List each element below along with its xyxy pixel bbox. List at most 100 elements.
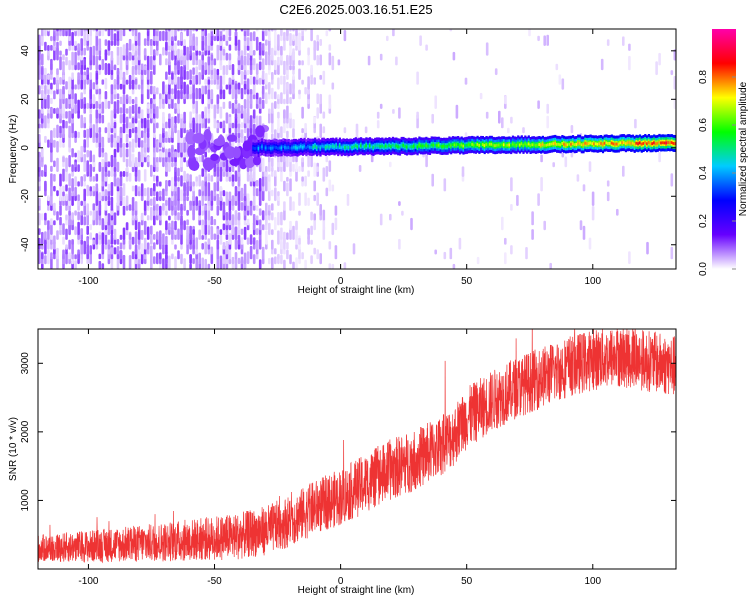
spectrogram-cell (379, 53, 383, 61)
spectrogram-signal-cell (453, 143, 456, 147)
spectrogram-cell (56, 141, 59, 153)
spectrogram-cell (261, 224, 265, 231)
spectrogram-cell (225, 112, 229, 124)
spectrogram-cell (277, 34, 280, 46)
spectrogram-cell (128, 106, 132, 119)
spectrogram-cell (240, 50, 244, 56)
spectrogram-signal-cell (324, 145, 327, 149)
spectrogram-cell (165, 131, 168, 139)
spectrogram-cell (56, 190, 59, 197)
spectrogram-cell (313, 218, 316, 231)
spectrogram-cell (198, 72, 201, 85)
spectrogram-cell (177, 40, 180, 46)
spectrogram-cell (77, 194, 80, 202)
spectrogram-cell (95, 183, 99, 192)
spectrogram-cell (165, 235, 168, 245)
spectrogram-cell (177, 117, 180, 124)
spectrogram-cell (153, 86, 156, 95)
spectrogram-cell (268, 180, 271, 192)
spectrogram-cell (128, 38, 132, 51)
spectrogram-cell (110, 134, 114, 143)
spectrogram-cell (510, 116, 513, 124)
spectrogram-cell (92, 94, 96, 105)
spectrogram-cell (68, 210, 71, 216)
spectrogram-cell (83, 216, 86, 226)
spectrogram-cell (186, 70, 189, 80)
spectrogram-cell (74, 40, 77, 46)
spectrogram-cell (243, 43, 247, 56)
spectrogram-cell (355, 123, 359, 134)
spectrogram-signal-cell (375, 144, 379, 148)
snr-y-axis-label: SNR (10 * v/v) (8, 417, 19, 481)
spectrogram-cell (261, 175, 265, 187)
spectrogram-cell (277, 111, 280, 119)
spectrogram-cell (277, 253, 280, 260)
spectrogram-cell (153, 174, 156, 182)
spectrogram-signal-cell (513, 143, 516, 147)
spectrogram-cell (153, 156, 156, 168)
spectrogram-cell (292, 128, 295, 139)
spectrogram-cell (307, 170, 310, 177)
spectrogram-cell (346, 193, 350, 206)
spectrogram-cell (325, 187, 329, 197)
spectrogram-cell (146, 55, 150, 71)
spectrogram-cell (328, 241, 332, 250)
spectrogram-cell (280, 126, 283, 139)
spectrogram-cell (331, 222, 335, 236)
spectrogram-cell (210, 29, 214, 32)
spectrogram-cell (558, 74, 562, 85)
spectrogram-cell (53, 90, 56, 100)
spectrogram-cell (101, 158, 105, 168)
spectrogram-signal-cell (381, 144, 384, 148)
spectrogram-cell (74, 186, 77, 197)
spectrogram-cell (62, 185, 65, 192)
spectrogram-cell (237, 123, 241, 129)
spectrogram-signal-cell (254, 147, 257, 150)
spectrogram-signal-cell (672, 142, 675, 145)
spectrogram-signal-cell (444, 144, 447, 148)
spectrogram-cell (77, 62, 80, 71)
spectrogram-signal-cell (365, 144, 368, 148)
spectrogram-cell (322, 70, 326, 85)
spectrogram-cell (186, 225, 189, 236)
spectrogram-cell (243, 108, 247, 119)
spectrogram-signal-cell (566, 143, 569, 147)
spectrogram-cell (65, 214, 68, 221)
spectrogram-cell (180, 151, 183, 158)
spectrogram-cell (153, 234, 156, 240)
spectrogram-cell (283, 209, 286, 221)
spectrogram-signal-cell (291, 146, 294, 150)
spectrogram-cell (153, 196, 156, 206)
spectrogram-cell (186, 196, 189, 202)
spectrogram-signal-cell (668, 141, 672, 145)
spectrogram-cell (38, 249, 41, 265)
spectrogram-cell (122, 143, 126, 158)
spectrogram-cell (286, 130, 289, 139)
spectrogram-cell (168, 113, 171, 119)
spectrogram-cell (113, 101, 117, 114)
spectrogram-cell (162, 157, 165, 168)
spectrogram-cell (213, 182, 217, 192)
spectrogram-cell (68, 125, 71, 139)
spectrogram-cell (146, 242, 150, 250)
spectrogram-cell (443, 251, 447, 260)
spectrogram-cell (150, 85, 153, 95)
spectrogram-cell (265, 72, 268, 85)
spectrogram-cell (119, 171, 123, 177)
spectrogram-cell (131, 251, 135, 260)
spectrogram-cell (104, 198, 108, 211)
spectrogram-cell (231, 174, 235, 182)
spectrogram-cell (261, 85, 265, 95)
spectrogram-cell (246, 106, 250, 119)
spectrogram-cell (189, 86, 192, 95)
spectrogram-cell (310, 78, 313, 85)
spectrogram-cell (201, 63, 204, 75)
spectrogram-signal-cell (259, 145, 262, 149)
spectrogram-cell (416, 111, 419, 119)
spectrogram-cell (107, 63, 111, 76)
spectrogram-cell (249, 204, 253, 216)
spectrogram-cell (162, 188, 165, 202)
spectrogram-cell (38, 134, 41, 143)
spectrogram-cell (150, 234, 153, 245)
spectrogram-cell (286, 176, 289, 182)
